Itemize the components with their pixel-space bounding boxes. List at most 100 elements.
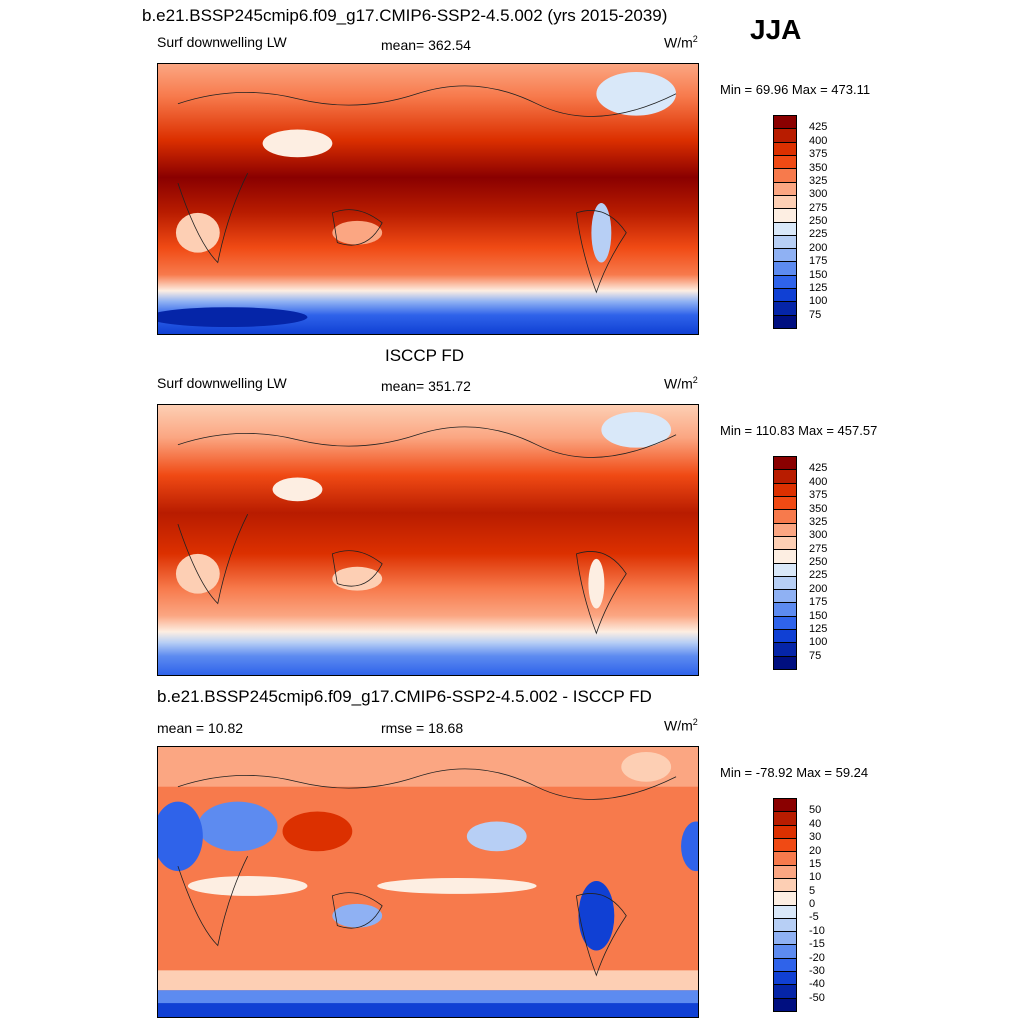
- colorbar-swatch: [774, 116, 796, 130]
- colorbar-tick-label: 375: [809, 148, 828, 161]
- colorbar-swatch: [774, 616, 796, 631]
- colorbar-tick-label: 325: [809, 174, 828, 187]
- colorbar-tick-label: 50: [809, 804, 822, 817]
- colorbar-swatch: [774, 985, 796, 999]
- colorbar-swatch: [774, 905, 796, 919]
- colorbar-swatch: [774, 865, 796, 879]
- colorbar-tick-label: 100: [809, 636, 828, 649]
- colorbar-swatch: [774, 510, 796, 524]
- panel-2-variable-label: Surf downwelling LW: [157, 375, 287, 391]
- colorbar-tick-label: 300: [809, 529, 828, 542]
- colorbar-swatch: [774, 195, 796, 210]
- colorbar-swatch: [774, 457, 796, 471]
- panel-2-colorbar: [773, 456, 797, 670]
- panel-3-minmax: Min = -78.92 Max = 59.24: [720, 765, 869, 780]
- colorbar-tick-label: -5: [809, 911, 819, 924]
- panel-3-colorbar: [773, 798, 797, 1012]
- colorbar-tick-label: 425: [809, 462, 828, 475]
- colorbar-swatch: [774, 275, 796, 290]
- colorbar-tick-label: 425: [809, 121, 828, 134]
- colorbar-swatch: [774, 169, 796, 183]
- colorbar-swatch: [774, 932, 796, 946]
- colorbar-swatch: [774, 972, 796, 986]
- panel-2-units: W/m2: [664, 375, 698, 392]
- colorbar-swatch: [774, 590, 796, 604]
- colorbar-tick-label: 15: [809, 857, 822, 870]
- colorbar-swatch: [774, 222, 796, 236]
- colorbar-tick-label: 175: [809, 255, 828, 268]
- panel-3-map: [157, 746, 699, 1018]
- colorbar-tick-label: 350: [809, 161, 828, 174]
- colorbar-swatch: [774, 799, 796, 813]
- colorbar-swatch: [774, 142, 796, 156]
- colorbar-tick-label: 125: [809, 281, 828, 294]
- panel-1-units: W/m2: [664, 34, 698, 51]
- colorbar-swatch: [774, 576, 796, 591]
- colorbar-swatch: [774, 838, 796, 853]
- colorbar-tick-label: 0: [809, 898, 816, 910]
- panel-1-map: [157, 63, 699, 335]
- colorbar-tick-label: 325: [809, 515, 828, 528]
- colorbar-swatch: [774, 523, 796, 537]
- colorbar-tick-label: -40: [809, 978, 825, 991]
- panel-2-minmax: Min = 110.83 Max = 457.57: [720, 423, 878, 438]
- colorbar-tick-label: 150: [809, 609, 828, 622]
- colorbar-tick-label: -15: [809, 938, 825, 951]
- panel-1-title: b.e21.BSSP245cmip6.f09_g17.CMIP6-SSP2-4.…: [142, 6, 668, 25]
- colorbar-tick-label: 150: [809, 268, 828, 281]
- colorbar-tick-label: -50: [809, 991, 825, 1004]
- colorbar-swatch: [774, 852, 796, 866]
- colorbar-swatch: [774, 878, 796, 893]
- colorbar-swatch: [774, 656, 796, 669]
- colorbar-swatch: [774, 892, 796, 906]
- panel-1-minmax: Min = 69.96 Max = 473.11: [720, 82, 871, 97]
- colorbar-swatch: [774, 812, 796, 826]
- colorbar-tick-label: -30: [809, 964, 825, 977]
- colorbar-swatch: [774, 262, 796, 276]
- colorbar-swatch: [774, 998, 796, 1011]
- colorbar-tick-label: 275: [809, 542, 828, 555]
- colorbar-tick-label: 300: [809, 188, 828, 201]
- panel-1-colorbar: [773, 115, 797, 329]
- colorbar-swatch: [774, 302, 796, 316]
- colorbar-tick-label: 10: [809, 871, 822, 884]
- panel-3-title: b.e21.BSSP245cmip6.f09_g17.CMIP6-SSP2-4.…: [157, 687, 652, 706]
- colorbar-swatch: [774, 643, 796, 657]
- panel-1-variable-label: Surf downwelling LW: [157, 34, 287, 50]
- colorbar-swatch: [774, 129, 796, 143]
- colorbar-swatch: [774, 155, 796, 170]
- colorbar-swatch: [774, 182, 796, 196]
- colorbar-tick-label: 225: [809, 228, 828, 241]
- colorbar-swatch: [774, 630, 796, 644]
- colorbar-swatch: [774, 958, 796, 973]
- colorbar-tick-label: 30: [809, 831, 822, 844]
- colorbar-swatch: [774, 603, 796, 617]
- colorbar-tick-label: 175: [809, 596, 828, 609]
- colorbar-swatch: [774, 563, 796, 577]
- colorbar-swatch: [774, 235, 796, 250]
- colorbar-tick-label: 350: [809, 502, 828, 515]
- colorbar-tick-label: 40: [809, 817, 822, 830]
- colorbar-swatch: [774, 550, 796, 564]
- colorbar-tick-label: 400: [809, 134, 828, 147]
- colorbar-tick-label: 5: [809, 884, 816, 897]
- panel-2-mean-label: mean= 351.72: [381, 378, 471, 394]
- colorbar-tick-label: 400: [809, 475, 828, 488]
- colorbar-tick-label: 20: [809, 844, 822, 857]
- colorbar-tick-label: 125: [809, 622, 828, 635]
- colorbar-swatch: [774, 945, 796, 959]
- colorbar-tick-label: -20: [809, 951, 825, 964]
- colorbar-swatch: [774, 825, 796, 839]
- colorbar-tick-label: 200: [809, 582, 828, 595]
- colorbar-tick-label: 200: [809, 241, 828, 254]
- colorbar-swatch: [774, 209, 796, 223]
- colorbar-tick-label: 75: [809, 649, 822, 662]
- colorbar-swatch: [774, 249, 796, 263]
- colorbar-tick-label: 375: [809, 489, 828, 502]
- colorbar-tick-label: -10: [809, 924, 825, 937]
- colorbar-swatch: [774, 918, 796, 933]
- colorbar-tick-label: 100: [809, 295, 828, 308]
- panel-2-title: ISCCP FD: [385, 346, 465, 365]
- colorbar-swatch: [774, 470, 796, 484]
- panel-3-units: W/m2: [664, 717, 698, 734]
